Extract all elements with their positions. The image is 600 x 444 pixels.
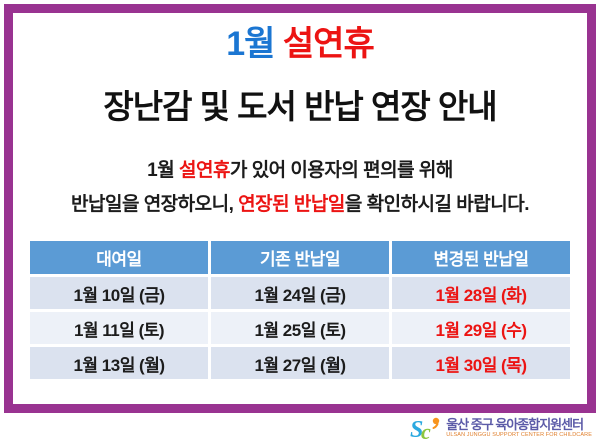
org-name-english: ULSAN JUNGGU SUPPORT CENTER FOR CHILDCAR… — [446, 432, 592, 439]
title-holiday: 설연휴 — [274, 25, 375, 63]
cell-changed-return-date: 1월 29일 (수) — [392, 312, 570, 345]
page-title: 1월 설연휴 — [13, 25, 587, 63]
cell-rental-date: 1월 13일 (월) — [30, 347, 208, 380]
cell-rental-date: 1월 10일 (금) — [30, 277, 208, 310]
table-header-row: 대여일 기존 반납일 변경된 반납일 — [30, 241, 570, 275]
notice-body: 1월 설연휴가 있어 이용자의 편의를 위해 반납일을 연장하오니, 연장된 반… — [13, 154, 587, 222]
table-row: 1월 13일 (월) 1월 27일 (월) 1월 30일 (목) — [30, 347, 570, 380]
notice-line-1: 1월 설연휴가 있어 이용자의 편의를 위해 — [147, 159, 453, 181]
childcare-center-logo-icon: S c — [410, 417, 440, 443]
cell-original-return-date: 1월 25일 (토) — [211, 312, 389, 345]
header-changed-return-date: 변경된 반납일 — [392, 241, 570, 275]
notice-line-2: 반납일을 연장하오니, 연장된 반납일을 확인하시길 바랍니다. — [71, 193, 529, 215]
cell-changed-return-date: 1월 30일 (목) — [392, 347, 570, 380]
table-row: 1월 11일 (토) 1월 25일 (토) 1월 29일 (수) — [30, 312, 570, 345]
title-month: 1월 — [226, 25, 275, 63]
cell-rental-date: 1월 11일 (토) — [30, 312, 208, 345]
page-subtitle: 장난감 및 도서 반납 연장 안내 — [103, 88, 497, 126]
header-rental-date: 대여일 — [30, 241, 208, 275]
footer-logo: S c 울산 중구 육아종합지원센터 ULSAN JUNGGU SUPPORT … — [410, 413, 592, 443]
return-dates-table: 대여일 기존 반납일 변경된 반납일 1월 10일 (금) 1월 24일 (금)… — [27, 238, 573, 382]
cell-original-return-date: 1월 27일 (월) — [211, 347, 389, 380]
svg-text:c: c — [421, 419, 431, 443]
notice-frame: 1월 설연휴 장난감 및 도서 반납 연장 안내 1월 설연휴가 있어 이용자의… — [4, 4, 596, 413]
org-name-block: 울산 중구 육아종합지원센터 ULSAN JUNGGU SUPPORT CENT… — [446, 416, 592, 439]
cell-changed-return-date: 1월 28일 (화) — [392, 277, 570, 310]
header-original-return-date: 기존 반납일 — [211, 241, 389, 275]
cell-original-return-date: 1월 24일 (금) — [211, 277, 389, 310]
org-name-korean: 울산 중구 육아종합지원센터 — [446, 416, 584, 432]
table-row: 1월 10일 (금) 1월 24일 (금) 1월 28일 (화) — [30, 277, 570, 310]
svg-text:S: S — [410, 417, 423, 443]
